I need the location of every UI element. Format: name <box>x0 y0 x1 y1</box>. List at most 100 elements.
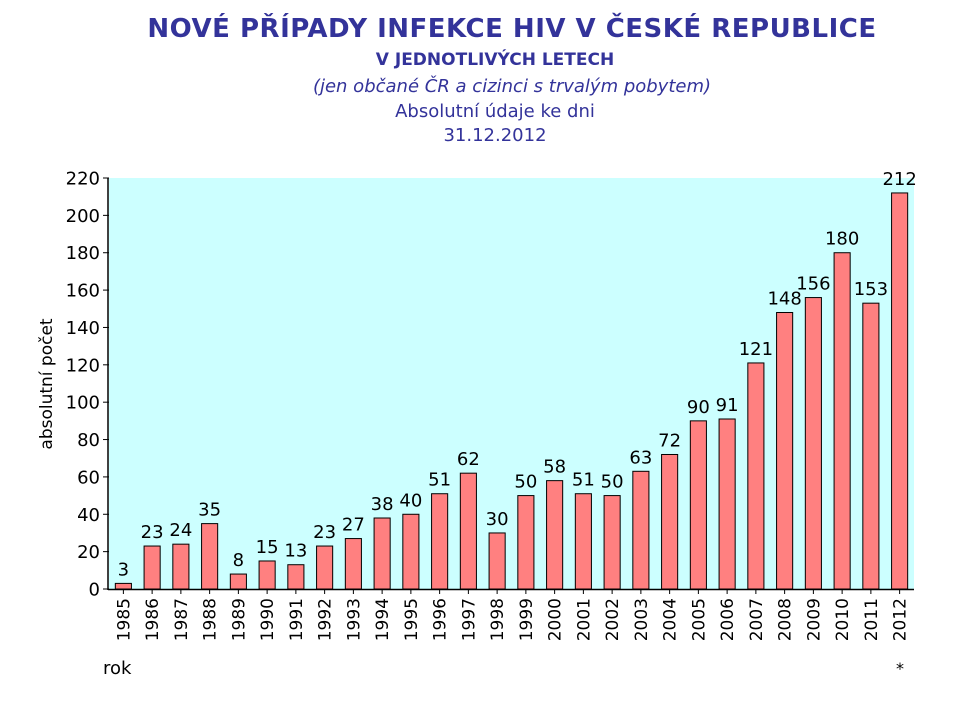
x-tick-label: 1999 <box>517 598 537 641</box>
data-label-2001: 51 <box>572 470 595 491</box>
y-tick-label: 160 <box>66 281 100 302</box>
data-label-1996: 51 <box>428 470 451 491</box>
data-label-1995: 40 <box>399 490 422 511</box>
x-tick-label: 1985 <box>114 598 134 641</box>
x-tick-label: 1995 <box>402 598 422 641</box>
y-tick-label: 40 <box>77 505 100 526</box>
data-label-2000: 58 <box>543 457 566 478</box>
x-tick-label: 1997 <box>459 598 479 641</box>
y-tick-label: 200 <box>66 206 100 227</box>
data-label-1999: 50 <box>514 472 537 493</box>
x-tick-label: 2011 <box>862 598 882 641</box>
data-label-2007: 121 <box>739 339 773 360</box>
chart-data-type: Absolutní údaje ke dni <box>395 101 595 122</box>
bar-2004 <box>661 453 679 590</box>
bar-2011 <box>862 302 880 590</box>
bar-2001 <box>574 493 592 590</box>
data-label-1998: 30 <box>486 509 509 530</box>
x-tick-label: 1991 <box>287 598 307 641</box>
x-tick-label: 1989 <box>229 598 249 641</box>
data-label-2005: 90 <box>687 397 710 418</box>
data-label-1986: 23 <box>141 522 164 543</box>
data-label-1988: 35 <box>198 500 221 521</box>
data-label-2002: 50 <box>601 472 624 493</box>
x-tick-label: 1990 <box>258 598 278 641</box>
y-axis-label: absolutní počet <box>37 318 57 450</box>
bar-2005 <box>689 420 707 590</box>
bar-2006 <box>718 418 736 590</box>
x-tick-label: 2004 <box>661 598 681 641</box>
plot-area <box>109 178 914 589</box>
bar-2012 <box>891 192 909 590</box>
x-tick-label: 2010 <box>833 598 853 641</box>
bar-2000 <box>546 480 564 590</box>
x-tick-label: 1992 <box>316 598 336 641</box>
x-tick-label: 2012 <box>891 598 911 641</box>
bar-1997 <box>459 472 477 590</box>
bar-2002 <box>603 495 621 590</box>
x-tick-label: 2003 <box>632 598 652 641</box>
x-tick-label: 2008 <box>776 598 796 641</box>
y-tick-label: 20 <box>77 542 100 563</box>
x-tick-label: 1996 <box>431 598 451 641</box>
bar-1985 <box>114 582 132 590</box>
x-tick-label: 1993 <box>344 598 364 641</box>
chart-note: (jen občané ČR a cizinci s trvalým pobyt… <box>312 76 712 97</box>
x-tick-label: 2009 <box>804 598 824 641</box>
data-label-1997: 62 <box>457 449 480 470</box>
data-label-2004: 72 <box>658 430 681 451</box>
y-tick-label: 220 <box>66 169 100 190</box>
bar-1991 <box>287 564 305 590</box>
bar-2008 <box>776 312 794 590</box>
data-label-1993: 27 <box>342 515 365 536</box>
y-tick-label: 0 <box>89 580 100 601</box>
bar-1994 <box>373 517 391 590</box>
data-label-1987: 24 <box>169 520 192 541</box>
data-label-2009: 156 <box>796 274 830 295</box>
y-tick-label: 140 <box>66 318 100 339</box>
bar-1996 <box>431 493 449 590</box>
x-tick-label: 1988 <box>201 598 221 641</box>
data-label-2006: 91 <box>716 395 739 416</box>
bar-1987 <box>172 543 190 590</box>
x-tick-label: 1987 <box>172 598 192 641</box>
y-tick-label: 60 <box>77 467 100 488</box>
y-tick-label: 80 <box>77 430 100 451</box>
data-label-1991: 13 <box>284 541 307 562</box>
data-label-1994: 38 <box>371 494 394 515</box>
data-label-2008: 148 <box>767 289 801 310</box>
x-tick-label: 2006 <box>718 598 738 641</box>
x-tick-label: 2007 <box>747 598 767 641</box>
bar-1999 <box>517 495 535 590</box>
x-tick-label: 2001 <box>574 598 594 641</box>
bar-2007 <box>747 362 765 590</box>
bar-2003 <box>632 470 650 590</box>
x-axis-label: rok <box>103 658 132 679</box>
x-tick-label: 2002 <box>603 598 623 641</box>
data-label-2011: 153 <box>854 279 888 300</box>
bar-2009 <box>804 297 822 590</box>
x-tick-label: 2005 <box>689 598 709 641</box>
bar-2010 <box>833 252 851 590</box>
data-label-1985: 3 <box>118 559 129 580</box>
chart-subtitle: V JEDNOTLIVÝCH LETECH <box>375 50 615 70</box>
data-label-1989: 8 <box>233 550 244 571</box>
chart-date: 31.12.2012 <box>443 125 547 146</box>
chart-title: NOVÉ PŘÍPADY INFEKCE HIV V ČESKÉ REPUBLI… <box>147 14 877 44</box>
data-label-2003: 63 <box>629 447 652 468</box>
bar-1986 <box>143 545 161 590</box>
bar-1995 <box>402 513 420 590</box>
bar-1989 <box>229 573 247 590</box>
data-label-2010: 180 <box>825 229 859 250</box>
bar-1990 <box>258 560 276 590</box>
y-tick-label: 180 <box>66 243 100 264</box>
x-tick-label: 1986 <box>143 598 163 641</box>
bar-1993 <box>344 538 362 590</box>
bar-1998 <box>488 532 506 590</box>
y-tick-label: 120 <box>66 355 100 376</box>
x-tick-label: 1994 <box>373 598 393 641</box>
x-tick-label: 1998 <box>488 598 508 641</box>
bar-1988 <box>201 523 219 590</box>
x-tick-label: 2000 <box>546 598 566 641</box>
